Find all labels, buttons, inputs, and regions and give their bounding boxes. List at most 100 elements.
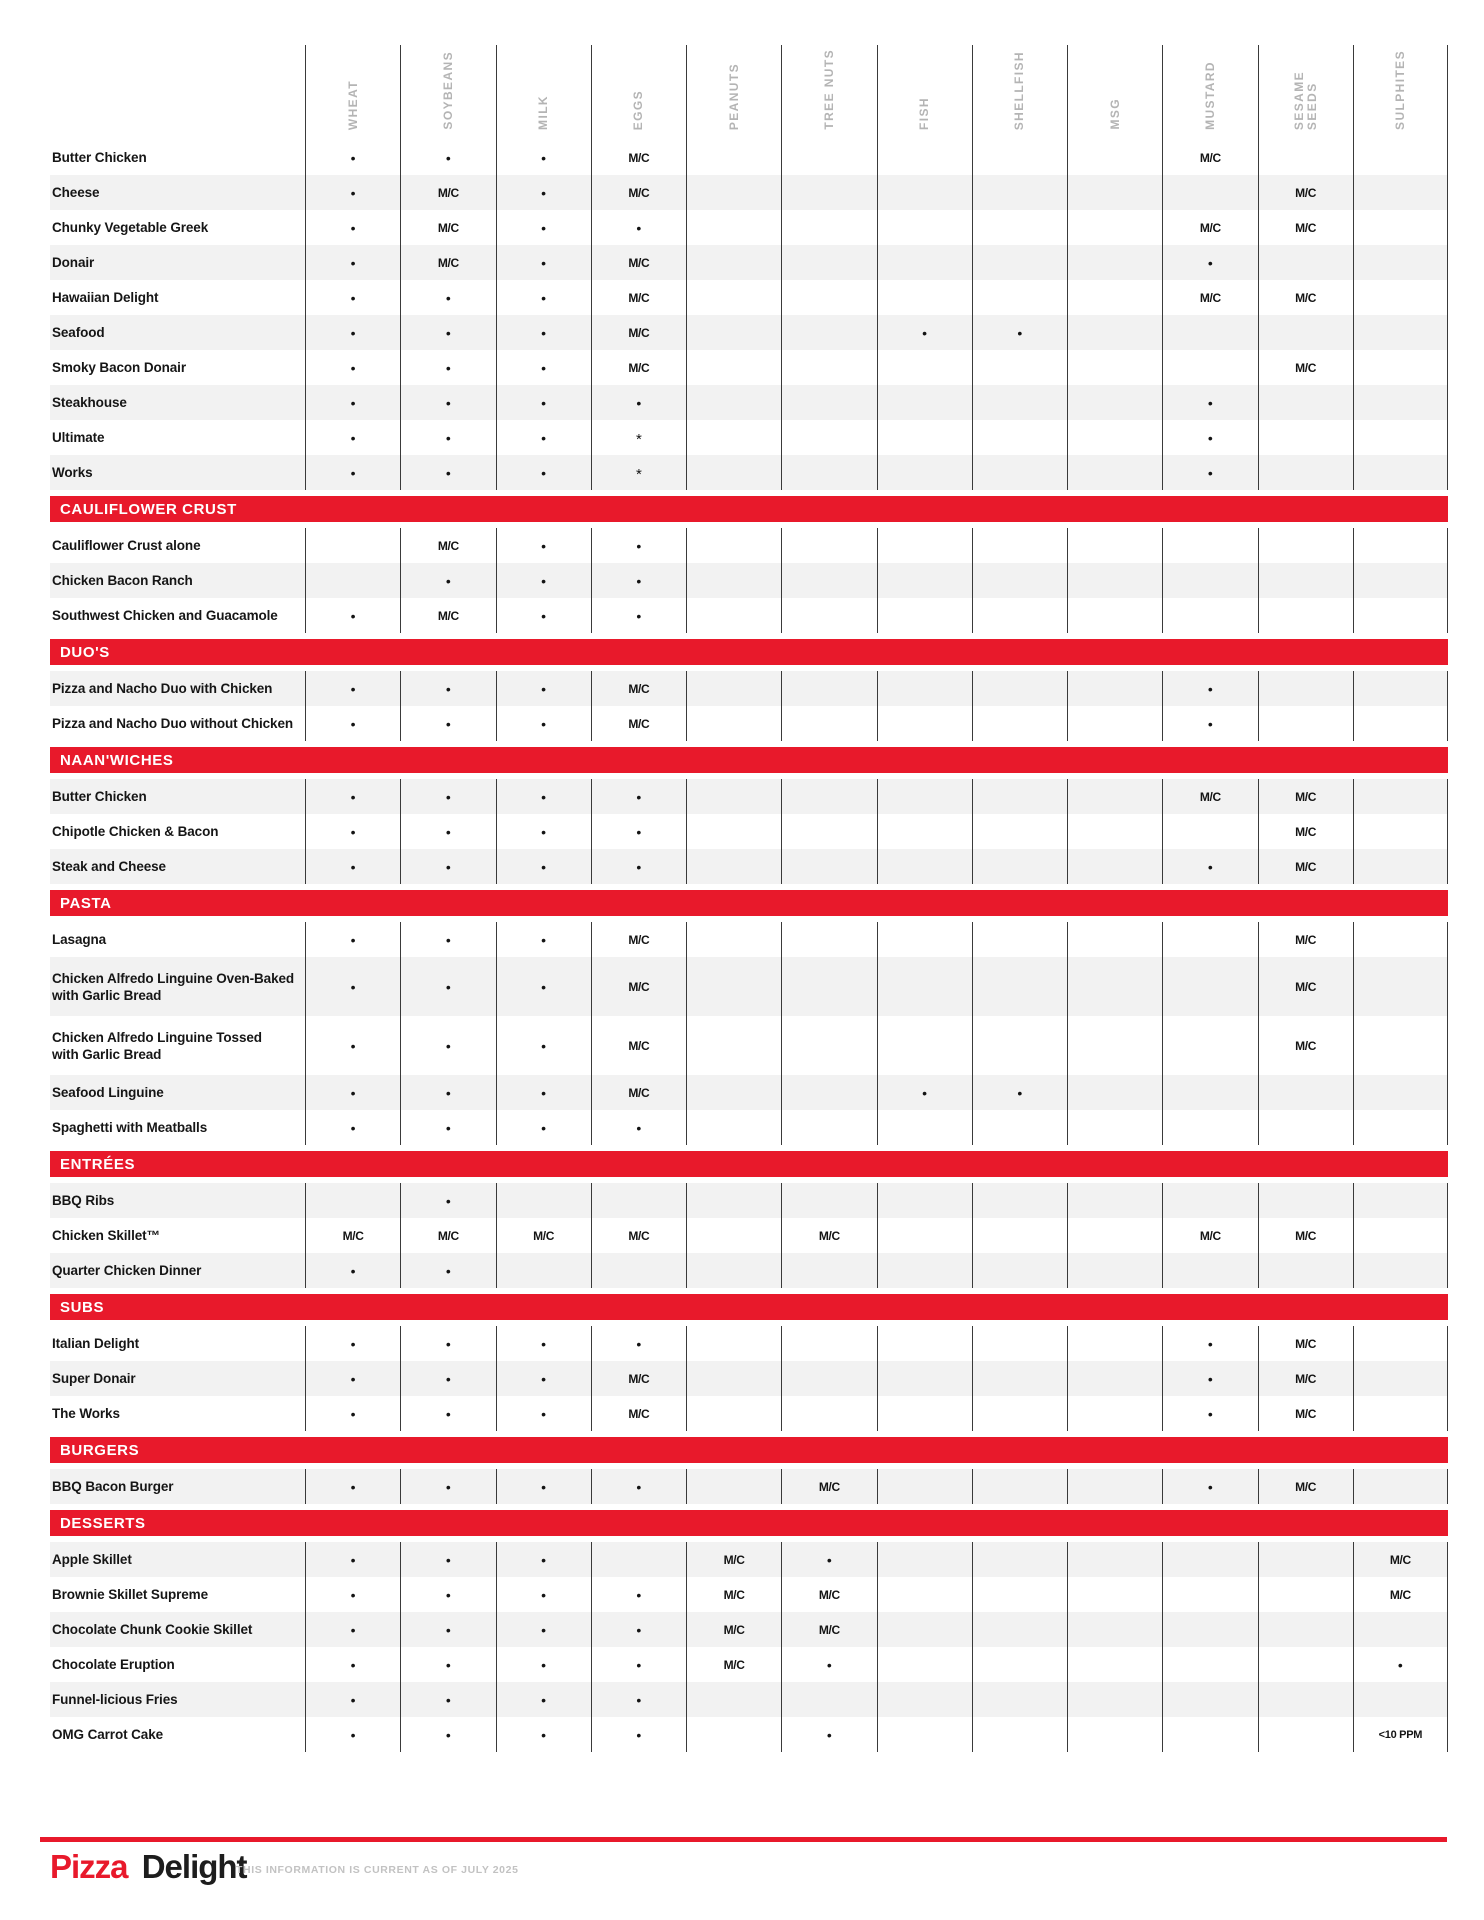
may-contain-mark: M/C xyxy=(628,1038,650,1053)
may-contain-mark: M/C xyxy=(437,538,459,553)
allergen-cell xyxy=(1352,175,1448,210)
allergen-cell xyxy=(1162,1577,1257,1612)
allergen-cell xyxy=(1067,957,1162,1016)
section: DESSERTS Apple Skillet • • • M/C • M/C Brownie S… xyxy=(50,1510,1448,1752)
allergen-cell xyxy=(1162,1253,1257,1288)
contains-dot: • xyxy=(445,823,451,840)
allergen-cell xyxy=(971,1612,1067,1647)
allergen-cell: • xyxy=(400,706,495,741)
allergen-cell: M/C xyxy=(1162,779,1257,814)
allergen-cell xyxy=(781,563,876,598)
allergen-cell: • xyxy=(1162,385,1257,420)
contains-dot: • xyxy=(1207,254,1213,271)
item-name: Chipotle Chicken & Bacon xyxy=(52,824,219,839)
allergen-cell xyxy=(876,455,972,490)
allergen-cell xyxy=(781,1682,876,1717)
allergen-cell xyxy=(971,420,1067,455)
allergen-cell: • xyxy=(495,175,591,210)
contains-dot: • xyxy=(541,1119,547,1136)
allergen-cell xyxy=(686,245,781,280)
allergen-cell xyxy=(876,1612,972,1647)
allergen-cell xyxy=(1067,779,1162,814)
contains-dot: • xyxy=(445,324,451,341)
allergen-cell: • xyxy=(495,1326,591,1361)
allergen-cell xyxy=(1257,1682,1353,1717)
contains-dot: • xyxy=(445,1262,451,1279)
contains-dot: • xyxy=(636,788,642,805)
contains-dot: • xyxy=(1207,858,1213,875)
contains-dot: • xyxy=(636,1726,642,1743)
column-header-label: SESAME SEEDS xyxy=(1291,70,1319,130)
allergen-cell xyxy=(1162,175,1257,210)
allergen-cell xyxy=(876,175,972,210)
allergen-cell: • xyxy=(495,814,591,849)
item-name: Butter Chicken xyxy=(52,789,147,804)
may-contain-mark: M/C xyxy=(628,150,650,165)
table-row: Ultimate • • • * • xyxy=(50,420,1448,455)
may-contain-mark: M/C xyxy=(1295,1336,1317,1351)
contains-dot: • xyxy=(445,1691,451,1708)
allergen-cell: • xyxy=(590,1612,686,1647)
allergen-cell xyxy=(1162,1110,1257,1145)
may-contain-mark: M/C xyxy=(628,360,650,375)
may-contain-mark: M/C xyxy=(628,1085,650,1100)
contains-dot: • xyxy=(445,680,451,697)
allergen-cell: • xyxy=(590,1717,686,1752)
allergen-cell xyxy=(876,1542,972,1577)
allergen-cell xyxy=(971,563,1067,598)
table-row: Butter Chicken • • • • M/C M/C xyxy=(50,779,1448,814)
allergen-cell: M/C xyxy=(590,706,686,741)
allergen-cell: • xyxy=(305,420,400,455)
allergen-cell xyxy=(686,280,781,315)
allergen-cell xyxy=(971,957,1067,1016)
allergen-cell xyxy=(686,1396,781,1431)
allergen-cell xyxy=(1162,315,1257,350)
allergen-cell xyxy=(305,1183,400,1218)
may-contain-mark: M/C xyxy=(723,1657,745,1672)
section: Butter Chicken • • • M/C M/C Cheese • M/C • M/C M/C… xyxy=(50,140,1448,490)
allergen-cell xyxy=(1067,350,1162,385)
allergen-cell xyxy=(781,420,876,455)
allergen-cell: • xyxy=(305,1396,400,1431)
allergen-cell: • xyxy=(495,849,591,884)
table-row: Seafood Linguine • • • M/C • • xyxy=(50,1075,1448,1110)
allergen-cell xyxy=(1257,245,1353,280)
allergen-cell xyxy=(1067,315,1162,350)
contains-dot: • xyxy=(445,1551,451,1568)
section-header: NAAN'WICHES xyxy=(50,747,1448,773)
item-name: Steakhouse xyxy=(52,395,127,410)
allergen-cell: • xyxy=(305,1577,400,1612)
allergen-cell xyxy=(781,779,876,814)
may-contain-mark: M/C xyxy=(628,979,650,994)
allergen-cell: M/C xyxy=(686,1577,781,1612)
allergen-cell: • xyxy=(1352,1647,1448,1682)
allergen-cell xyxy=(876,140,972,175)
item-name: Quarter Chicken Dinner xyxy=(52,1263,202,1278)
table-row: Cauliflower Crust alone M/C • • xyxy=(50,528,1448,563)
allergen-cell xyxy=(1162,563,1257,598)
table-row: OMG Carrot Cake • • • • • <10 PPM xyxy=(50,1717,1448,1752)
contains-dot: • xyxy=(350,1691,356,1708)
allergen-cell: • xyxy=(495,1647,591,1682)
allergen-cell: • xyxy=(400,1016,495,1075)
allergen-cell xyxy=(781,1183,876,1218)
may-contain-mark: M/C xyxy=(1199,220,1221,235)
allergen-cell: • xyxy=(1162,706,1257,741)
allergen-cell xyxy=(1067,1577,1162,1612)
allergen-cell: M/C xyxy=(1257,350,1353,385)
section-title: NAAN'WICHES xyxy=(60,751,174,769)
allergen-cell xyxy=(1067,706,1162,741)
may-contain-mark: M/C xyxy=(723,1587,745,1602)
allergen-cell: • xyxy=(495,1361,591,1396)
allergen-cell xyxy=(1257,1647,1353,1682)
contains-dot: • xyxy=(922,1084,928,1101)
contains-dot: • xyxy=(350,324,356,341)
allergen-cell xyxy=(876,1361,972,1396)
table-row: Butter Chicken • • • M/C M/C xyxy=(50,140,1448,175)
column-header-label: SOYBEANS xyxy=(440,51,455,130)
allergen-cell xyxy=(876,849,972,884)
item-name: Steak and Cheese xyxy=(52,859,166,874)
item-name: OMG Carrot Cake xyxy=(52,1727,164,1742)
item-name: Pizza and Nacho Duo without Chicken xyxy=(52,716,294,731)
